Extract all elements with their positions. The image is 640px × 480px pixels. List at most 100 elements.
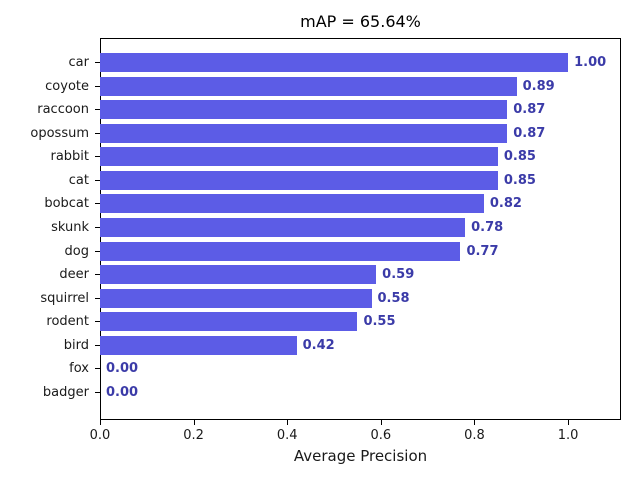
y-tick-mark: [95, 297, 100, 299]
bar-zone: 0.87: [100, 122, 621, 146]
bar-zone: 0.58: [100, 286, 621, 310]
category-label: rabbit: [50, 149, 89, 165]
x-tick-mark: [287, 420, 289, 425]
category-label: rodent: [46, 314, 89, 330]
x-tick-mark: [380, 420, 382, 425]
value-label: 0.85: [503, 149, 536, 165]
bar-zone: 0.59: [100, 263, 621, 287]
category-label-cell: deer: [0, 267, 100, 282]
x-tick-mark: [193, 420, 195, 425]
bar-zone: 0.85: [100, 169, 621, 193]
bar: [100, 123, 508, 143]
y-tick-mark: [95, 85, 100, 87]
category-label-cell: raccoon: [0, 102, 100, 117]
bar: [100, 53, 569, 73]
x-tick-label: 0.0: [89, 428, 111, 443]
category-label-cell: coyote: [0, 79, 100, 94]
y-tick-mark: [95, 179, 100, 181]
category-label-cell: skunk: [0, 220, 100, 235]
x-axis: 0.0 0.2 0.4 0.6 0.8 1.0: [90, 420, 621, 460]
y-tick-mark: [95, 368, 100, 370]
category-label-cell: dog: [0, 244, 100, 259]
bar: [100, 170, 498, 190]
value-label: 0.85: [503, 172, 536, 188]
bar: [100, 312, 358, 332]
value-label: 0.77: [466, 243, 499, 259]
category-label-cell: opossum: [0, 126, 100, 141]
bar-zone: 0.00: [100, 357, 621, 381]
bar-row: car 1.00: [0, 51, 621, 75]
bar-row: raccoon 0.87: [0, 98, 621, 122]
bar: [100, 100, 508, 120]
category-label-cell: rabbit: [0, 149, 100, 164]
bar-row: fox 0.00: [0, 357, 621, 381]
category-label: bobcat: [44, 196, 89, 212]
category-label-cell: bobcat: [0, 196, 100, 211]
bar: [100, 335, 297, 355]
x-tick-mark: [100, 420, 101, 425]
bar-zone: 0.00: [100, 380, 621, 404]
category-label: raccoon: [37, 102, 89, 118]
x-tick-label: 0.6: [370, 428, 392, 443]
value-label: 0.00: [106, 384, 139, 400]
bar-row: rodent 0.55: [0, 310, 621, 334]
bar: [100, 288, 372, 308]
bar-row: bird 0.42: [0, 333, 621, 357]
bar-row: bobcat 0.82: [0, 192, 621, 216]
category-label: deer: [59, 267, 89, 283]
bar-zone: 0.85: [100, 145, 621, 169]
category-label: coyote: [45, 78, 89, 94]
bar: [100, 76, 517, 96]
category-label-cell: bird: [0, 338, 100, 353]
bar-zone: 0.78: [100, 216, 621, 240]
y-tick-mark: [95, 250, 100, 252]
value-label: 1.00: [574, 55, 607, 71]
category-label: opossum: [30, 125, 89, 141]
bar-zone: 1.00: [100, 51, 621, 75]
x-tick-mark: [568, 420, 570, 425]
y-tick-mark: [95, 132, 100, 134]
bar-zone: 0.77: [100, 239, 621, 263]
bar-row: squirrel 0.58: [0, 286, 621, 310]
y-tick-mark: [95, 156, 100, 158]
x-axis-label: Average Precision: [293, 447, 428, 465]
y-tick-mark: [95, 321, 100, 323]
category-label-cell: badger: [0, 385, 100, 400]
bar-row: badger 0.00: [0, 380, 621, 404]
bar-row: dog 0.77: [0, 239, 621, 263]
y-tick-mark: [95, 109, 100, 111]
y-tick-mark: [95, 226, 100, 228]
category-label: squirrel: [40, 290, 89, 306]
category-label: fox: [69, 361, 89, 377]
category-label: skunk: [51, 219, 89, 235]
plot-rows: car 1.00 coyote 0.89 raccoon 0.87 opossum 0.87 r…: [0, 38, 621, 420]
x-tick-mark: [474, 420, 476, 425]
x-tick-label: 1.0: [557, 428, 579, 443]
x-tick-label: 0.4: [276, 428, 298, 443]
bar-row: coyote 0.89: [0, 75, 621, 99]
bar-row: rabbit 0.85: [0, 145, 621, 169]
bar-zone: 0.82: [100, 192, 621, 216]
category-label-cell: car: [0, 55, 100, 70]
bar-zone: 0.89: [100, 75, 621, 99]
bar-row: skunk 0.78: [0, 216, 621, 240]
value-label: 0.82: [489, 196, 522, 212]
chart-title: mAP = 65.64%: [300, 12, 421, 31]
bar-zone: 0.55: [100, 310, 621, 334]
value-label: 0.42: [302, 337, 335, 353]
x-tick-label: 0.8: [464, 428, 485, 443]
category-label-cell: cat: [0, 173, 100, 188]
category-label: badger: [42, 384, 89, 400]
category-label: cat: [68, 172, 89, 188]
category-label: dog: [64, 243, 89, 259]
bar: [100, 217, 466, 237]
value-label: 0.87: [513, 125, 546, 141]
value-label: 0.00: [106, 361, 139, 377]
value-label: 0.89: [522, 78, 555, 94]
bar: [100, 194, 484, 214]
y-tick-mark: [95, 344, 100, 346]
bar-row: deer 0.59: [0, 263, 621, 287]
value-label: 0.58: [377, 290, 410, 306]
value-label: 0.59: [382, 267, 415, 283]
category-label: bird: [63, 337, 89, 353]
